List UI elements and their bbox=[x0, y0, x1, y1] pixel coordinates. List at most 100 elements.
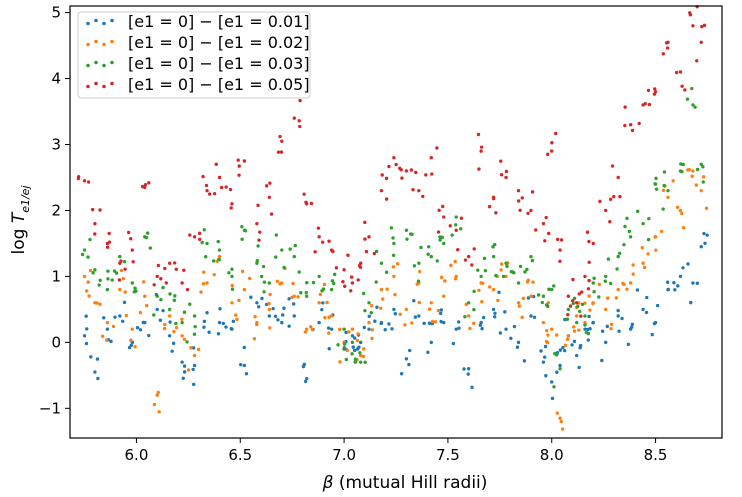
point-2-12-1 bbox=[230, 287, 235, 291]
point-1-29-1 bbox=[430, 319, 435, 324]
point-1-21-1 bbox=[338, 360, 342, 364]
point-2-14-1 bbox=[256, 244, 260, 248]
point-2-21-1 bbox=[342, 342, 347, 346]
point-3-21-2 bbox=[341, 280, 345, 284]
point-3-17-2 bbox=[297, 119, 301, 123]
point-0-23-2 bbox=[355, 347, 360, 351]
point-0-16-1 bbox=[282, 306, 286, 310]
point-2-30 bbox=[442, 241, 446, 246]
point-1-32-0 bbox=[464, 302, 468, 307]
point-3-39-1 bbox=[546, 152, 550, 157]
point-3-28 bbox=[417, 188, 421, 193]
point-0-35-0 bbox=[509, 336, 513, 340]
legend-marker-2-0 bbox=[86, 63, 90, 68]
legend-label-2: [e1 = 0] − [e1 = 0.03] bbox=[128, 54, 310, 73]
point-3-24-2 bbox=[372, 251, 377, 256]
point-1-3-1 bbox=[119, 268, 124, 273]
point-2-25-0 bbox=[374, 249, 379, 254]
point-3-0 bbox=[82, 179, 87, 183]
point-3-45-1 bbox=[608, 220, 612, 224]
point-0-30-2 bbox=[439, 319, 443, 324]
point-1-0-1 bbox=[84, 289, 89, 293]
point-3-17-1 bbox=[298, 98, 302, 103]
point-3-7-0 bbox=[163, 266, 167, 271]
point-3-46-2 bbox=[618, 194, 622, 199]
point-2-8-1 bbox=[185, 340, 189, 344]
point-2-3-2 bbox=[112, 269, 117, 273]
point-3-44 bbox=[591, 241, 595, 246]
point-1-30 bbox=[442, 294, 446, 298]
point-0-49-2 bbox=[652, 321, 657, 326]
point-1-3 bbox=[118, 287, 122, 292]
point-0-15-2 bbox=[273, 314, 278, 318]
point-0-5-0 bbox=[147, 333, 151, 338]
point-3-47-2 bbox=[623, 123, 627, 128]
point-1-53 bbox=[699, 188, 703, 193]
point-0-38-0 bbox=[543, 344, 548, 349]
point-1-18-0 bbox=[310, 328, 315, 332]
point-1-20-0 bbox=[327, 315, 331, 319]
point-0-43 bbox=[583, 327, 587, 331]
point-3-37-1 bbox=[530, 190, 535, 194]
point-1-24-0 bbox=[369, 303, 374, 308]
legend-marker-3-2 bbox=[102, 84, 106, 89]
point-3-10-0 bbox=[207, 192, 212, 196]
point-3-52-2 bbox=[688, 13, 693, 17]
point-2-18-0 bbox=[304, 290, 308, 295]
point-1-45-1 bbox=[609, 322, 614, 326]
point-3-47 bbox=[628, 123, 633, 127]
point-0-26-2 bbox=[387, 322, 391, 326]
point-2-29 bbox=[429, 254, 433, 259]
point-2-47 bbox=[628, 235, 633, 239]
point-0-49-1 bbox=[655, 303, 660, 308]
point-3-10-2 bbox=[204, 183, 209, 188]
point-0-48-0 bbox=[644, 310, 649, 315]
point-0-31-2 bbox=[451, 341, 456, 346]
point-0-53-2 bbox=[702, 231, 706, 236]
point-3-30 bbox=[442, 215, 446, 219]
point-2-32-2 bbox=[463, 315, 467, 319]
point-3-42 bbox=[574, 301, 579, 305]
point-2-12 bbox=[230, 274, 234, 279]
point-0-52-0 bbox=[695, 281, 700, 285]
series-0 bbox=[82, 231, 709, 401]
point-1-41-0 bbox=[565, 337, 570, 341]
point-2-53-1 bbox=[701, 180, 705, 184]
point-0-44-2 bbox=[586, 327, 590, 332]
point-3-31-2 bbox=[456, 248, 460, 252]
point-1-50-0 bbox=[661, 188, 666, 193]
point-0-28 bbox=[417, 314, 421, 318]
point-2-5-2 bbox=[144, 235, 149, 240]
point-2-31-2 bbox=[454, 223, 458, 227]
point-3-49-0 bbox=[652, 92, 657, 96]
point-2-21-0 bbox=[342, 345, 347, 350]
point-3-41-0 bbox=[566, 312, 570, 317]
point-0-6-0 bbox=[161, 308, 165, 313]
point-3-50-1 bbox=[661, 52, 666, 56]
point-0-2-2 bbox=[102, 316, 106, 320]
point-3-0-0 bbox=[86, 180, 91, 184]
point-3-53-1 bbox=[702, 23, 707, 28]
point-3-30-1 bbox=[441, 204, 445, 209]
point-2-2-2 bbox=[106, 269, 110, 273]
point-1-18-2 bbox=[309, 325, 313, 329]
point-1-53-0 bbox=[704, 206, 709, 210]
point-2-20-1 bbox=[332, 281, 336, 286]
point-0-46-1 bbox=[617, 329, 621, 333]
point-0-26-1 bbox=[393, 312, 397, 316]
point-3-22-2 bbox=[349, 289, 353, 293]
point-2-23-1 bbox=[358, 351, 362, 355]
point-1-33-2 bbox=[477, 288, 481, 293]
point-3-28-1 bbox=[411, 188, 415, 192]
point-1-35-1 bbox=[499, 262, 504, 266]
point-0-36 bbox=[516, 340, 521, 345]
point-3-29-0 bbox=[435, 146, 439, 150]
point-2-15-2 bbox=[262, 290, 266, 294]
point-2-24-1 bbox=[361, 291, 366, 296]
point-2-25-2 bbox=[374, 280, 378, 284]
point-3-24-1 bbox=[363, 220, 367, 225]
point-0-45-1 bbox=[600, 358, 604, 363]
point-0-34-2 bbox=[493, 311, 497, 315]
point-3-32 bbox=[466, 254, 471, 259]
point-2-42-1 bbox=[576, 304, 580, 309]
